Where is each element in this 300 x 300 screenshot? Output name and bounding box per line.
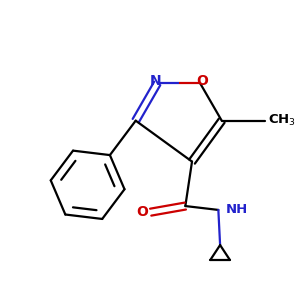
Text: CH$_3$: CH$_3$ [268, 113, 296, 128]
Text: N: N [149, 74, 161, 88]
Text: O: O [136, 205, 148, 219]
Text: O: O [196, 74, 208, 88]
Text: NH: NH [225, 202, 248, 216]
